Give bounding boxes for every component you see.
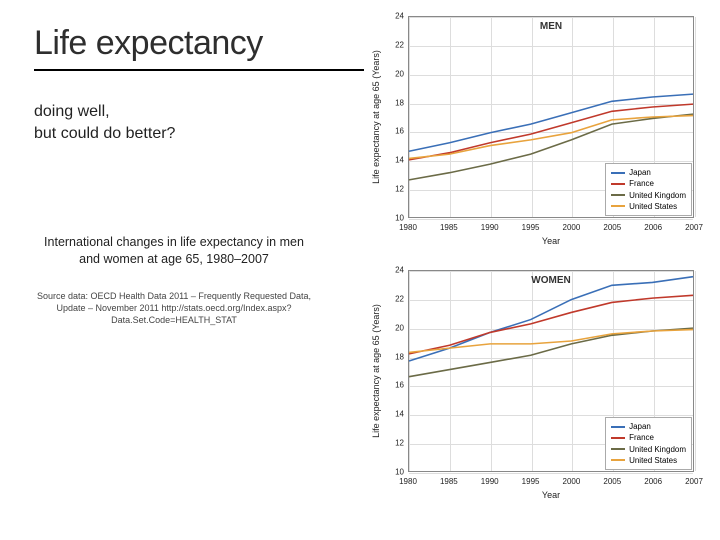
legend-swatch — [611, 205, 625, 207]
y-tick: 24 — [388, 12, 404, 21]
legend-label: Japan — [629, 421, 651, 432]
legend: JapanFranceUnited KingdomUnited States — [605, 163, 692, 216]
subtitle: doing well, but could do better? — [34, 101, 354, 144]
x-tick: 1985 — [440, 223, 458, 232]
x-tick: 1995 — [522, 477, 540, 486]
legend-label: United Kingdom — [629, 444, 686, 455]
y-tick: 16 — [388, 127, 404, 136]
y-tick: 18 — [388, 352, 404, 361]
chart-women: Life expectancy at age 65 (Years)YearWOM… — [370, 262, 700, 502]
y-tick: 10 — [388, 214, 404, 223]
x-tick: 1980 — [399, 477, 417, 486]
charts-column: Life expectancy at age 65 (Years)YearMEN… — [370, 0, 720, 540]
y-tick: 24 — [388, 266, 404, 275]
x-tick: 1990 — [481, 477, 499, 486]
title-underline — [34, 69, 364, 71]
y-tick: 14 — [388, 410, 404, 419]
legend-label: France — [629, 432, 654, 443]
legend-label: United Kingdom — [629, 190, 686, 201]
x-tick: 2007 — [685, 223, 703, 232]
legend-swatch — [611, 183, 625, 185]
legend-label: France — [629, 178, 654, 189]
legend-item: Japan — [611, 167, 686, 178]
series-france — [409, 104, 693, 160]
subtitle-line1: doing well, — [34, 103, 110, 120]
x-tick: 2005 — [603, 477, 621, 486]
legend-label: United States — [629, 455, 677, 466]
legend-item: United Kingdom — [611, 444, 686, 455]
y-axis-label: Life expectancy at age 65 (Years) — [371, 50, 381, 184]
slide: Life expectancy doing well, but could do… — [0, 0, 720, 540]
legend-swatch — [611, 448, 625, 450]
legend-item: France — [611, 432, 686, 443]
source-citation: Source data: OECD Health Data 2011 – Fre… — [34, 290, 314, 326]
legend-swatch — [611, 437, 625, 439]
y-tick: 12 — [388, 185, 404, 194]
x-axis-label: Year — [542, 236, 560, 246]
x-tick: 2005 — [603, 223, 621, 232]
series-france — [409, 295, 693, 354]
legend-item: France — [611, 178, 686, 189]
left-column: Life expectancy doing well, but could do… — [0, 0, 370, 540]
legend-label: Japan — [629, 167, 651, 178]
legend-item: United States — [611, 455, 686, 466]
y-tick: 18 — [388, 98, 404, 107]
legend-item: Japan — [611, 421, 686, 432]
y-tick: 22 — [388, 294, 404, 303]
subtitle-line2: but could do better? — [34, 125, 175, 142]
legend: JapanFranceUnited KingdomUnited States — [605, 417, 692, 470]
legend-item: United Kingdom — [611, 190, 686, 201]
x-tick: 2000 — [563, 477, 581, 486]
chart-men: Life expectancy at age 65 (Years)YearMEN… — [370, 8, 700, 248]
chart-description: International changes in life expectancy… — [34, 234, 314, 268]
legend-swatch — [611, 194, 625, 196]
x-tick: 2006 — [644, 223, 662, 232]
y-tick: 22 — [388, 40, 404, 49]
legend-item: United States — [611, 201, 686, 212]
x-tick: 2007 — [685, 477, 703, 486]
x-axis-label: Year — [542, 490, 560, 500]
x-tick: 1985 — [440, 477, 458, 486]
y-tick: 20 — [388, 323, 404, 332]
y-tick: 10 — [388, 468, 404, 477]
x-tick: 1995 — [522, 223, 540, 232]
y-tick: 12 — [388, 439, 404, 448]
y-tick: 20 — [388, 69, 404, 78]
x-tick: 1980 — [399, 223, 417, 232]
legend-label: United States — [629, 201, 677, 212]
page-title: Life expectancy — [34, 24, 354, 63]
y-tick: 16 — [388, 381, 404, 390]
x-tick: 2000 — [563, 223, 581, 232]
legend-swatch — [611, 172, 625, 174]
y-axis-label: Life expectancy at age 65 (Years) — [371, 304, 381, 438]
legend-swatch — [611, 459, 625, 461]
series-japan — [409, 94, 693, 151]
series-united-kingdom — [409, 328, 693, 377]
legend-swatch — [611, 426, 625, 428]
x-tick: 2006 — [644, 477, 662, 486]
y-tick: 14 — [388, 156, 404, 165]
x-tick: 1990 — [481, 223, 499, 232]
